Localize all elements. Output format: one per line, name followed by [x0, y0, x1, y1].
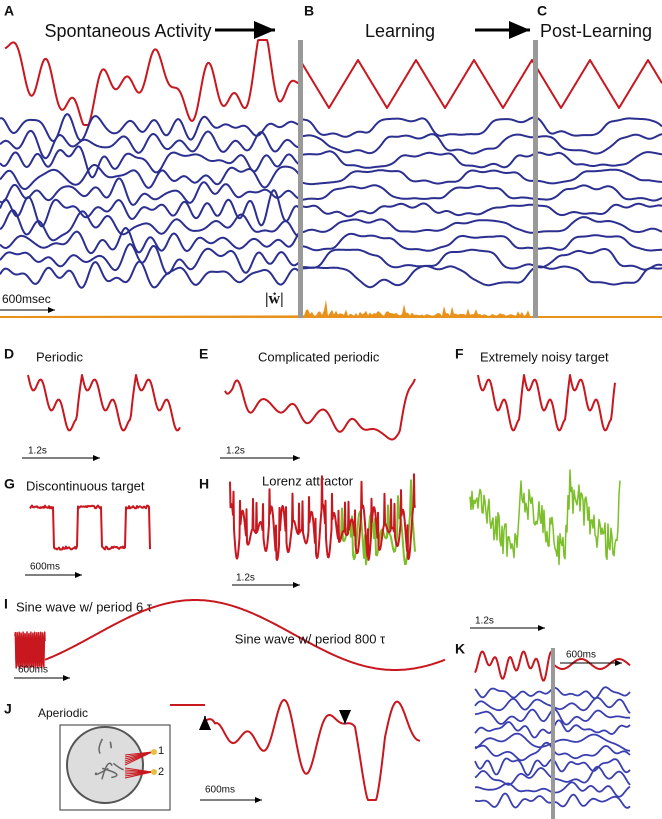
trace — [0, 260, 301, 289]
label: Learning — [365, 21, 435, 41]
label: D — [4, 346, 14, 362]
trace — [299, 202, 662, 218]
label: Lorenz attractor — [262, 473, 354, 488]
network-connection — [98, 738, 104, 754]
label: I — [4, 596, 8, 612]
trace — [0, 177, 300, 206]
input-line — [124, 751, 153, 766]
label: 2 — [158, 766, 164, 778]
trace — [339, 479, 416, 566]
label: J — [4, 701, 12, 717]
trace — [224, 378, 416, 441]
label: H — [199, 476, 209, 492]
trace — [0, 164, 301, 190]
label: A — [4, 3, 14, 19]
network-connection — [112, 762, 124, 771]
label: C — [537, 3, 547, 19]
phase-divider — [551, 648, 555, 819]
label: Sine wave w/ period 800 τ — [235, 631, 386, 646]
trace — [552, 658, 631, 670]
trace — [0, 145, 301, 179]
trace — [0, 189, 301, 228]
label: 1.2s — [475, 616, 494, 627]
network-connection — [109, 741, 113, 749]
input-node — [151, 749, 157, 755]
label: Aperiodic — [38, 706, 88, 720]
label: 600msec — [2, 292, 51, 306]
label: G — [4, 476, 15, 492]
trace — [300, 150, 662, 169]
label: Discontinuous target — [26, 478, 145, 493]
trace — [44, 599, 446, 671]
label: Extremely noisy target — [480, 349, 609, 364]
trace — [299, 168, 662, 186]
label: F — [455, 346, 464, 362]
network-box — [59, 724, 171, 811]
input-line — [124, 771, 153, 779]
network-connection — [101, 767, 118, 779]
phase-divider — [298, 40, 303, 318]
network-connection — [101, 762, 113, 780]
label: Spontaneous Activity — [44, 21, 211, 41]
phase-divider — [533, 40, 538, 318]
trace — [14, 631, 46, 669]
label: K — [455, 641, 465, 657]
label: 600ms — [30, 562, 60, 573]
weight-change — [0, 299, 662, 318]
trace — [469, 469, 621, 566]
label: Complicated periodic — [258, 349, 380, 364]
trace — [299, 59, 662, 109]
trace — [299, 216, 662, 234]
trace — [204, 698, 421, 801]
label: Periodic — [36, 349, 83, 364]
label: 1.2s — [28, 446, 47, 457]
trace — [0, 243, 301, 275]
label: 600ms — [18, 665, 48, 676]
trace — [299, 184, 662, 202]
trace — [299, 133, 662, 155]
network — [66, 726, 144, 804]
trace — [477, 374, 616, 432]
label: 1.2s — [226, 446, 245, 457]
trace — [29, 504, 151, 551]
label: |ẇ| — [265, 291, 284, 308]
trace — [4, 39, 300, 126]
label: Sine wave w/ period 6 τ — [16, 599, 153, 614]
trace — [299, 265, 662, 289]
label: 1.2s — [236, 573, 255, 584]
trace — [0, 113, 301, 142]
label: 600ms — [566, 650, 596, 661]
label: B — [304, 3, 314, 19]
label: 600ms — [205, 785, 235, 796]
trace — [0, 227, 301, 255]
label: Post-Learning — [540, 21, 652, 41]
trace — [299, 116, 662, 138]
trace — [299, 248, 662, 271]
trace — [27, 374, 181, 432]
input-node — [151, 769, 157, 775]
label: 1 — [158, 745, 164, 757]
trace — [0, 129, 301, 160]
trace — [474, 650, 554, 682]
trace — [229, 473, 416, 561]
label: E — [199, 346, 208, 362]
trace — [0, 209, 301, 242]
trace — [299, 232, 662, 252]
